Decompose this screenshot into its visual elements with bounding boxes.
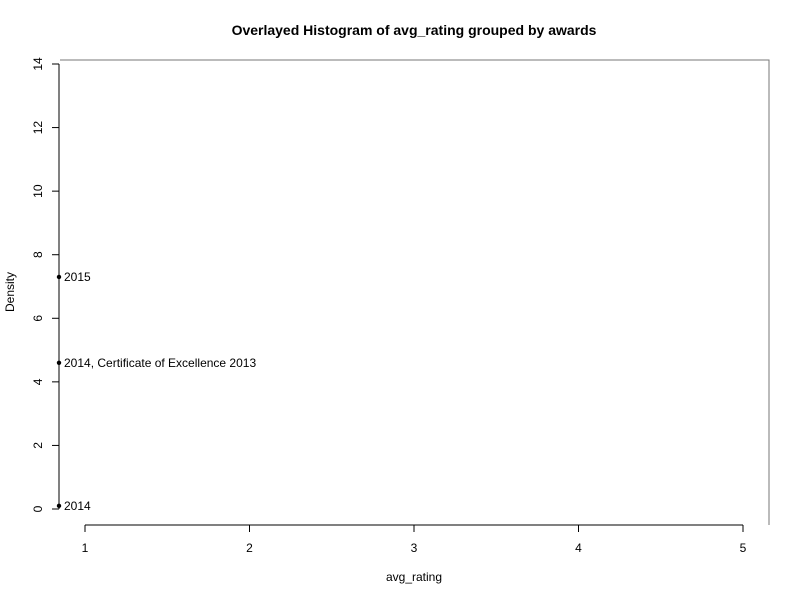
y-tick-label: 8 [31,251,45,258]
y-axis: 0 2 4 6 8 10 12 14 [31,57,60,512]
legend-label: 2014, Certificate of Excellence 2013 [64,356,256,370]
legend-marker [56,503,62,509]
y-tick-label: 0 [31,505,45,512]
y-axis-label: Density [3,272,17,312]
legend-label: 2014 [64,499,91,513]
x-axis: 1 2 3 4 5 [82,524,747,555]
x-tick-label: 1 [82,541,89,555]
x-tick-label: 2 [246,541,253,555]
x-tick-label: 5 [740,541,747,555]
y-tick-label: 10 [31,184,45,198]
y-tick-label: 6 [31,315,45,322]
x-axis-label: avg_rating [386,570,442,584]
y-tick-label: 2 [31,442,45,449]
legend-marker [56,360,62,365]
x-tick-label: 3 [411,541,418,555]
x-tick-label: 4 [575,541,582,555]
chart-title: Overlayed Histogram of avg_rating groupe… [232,22,597,38]
plot-border [60,59,770,525]
y-tick-label: 14 [31,57,45,71]
legend: 2015 2014, Certificate of Excellence 2013… [56,270,256,513]
y-tick-label: 4 [31,378,45,385]
y-tick-label: 12 [31,121,45,135]
legend-marker [56,274,62,280]
legend-label: 2015 [64,270,91,284]
